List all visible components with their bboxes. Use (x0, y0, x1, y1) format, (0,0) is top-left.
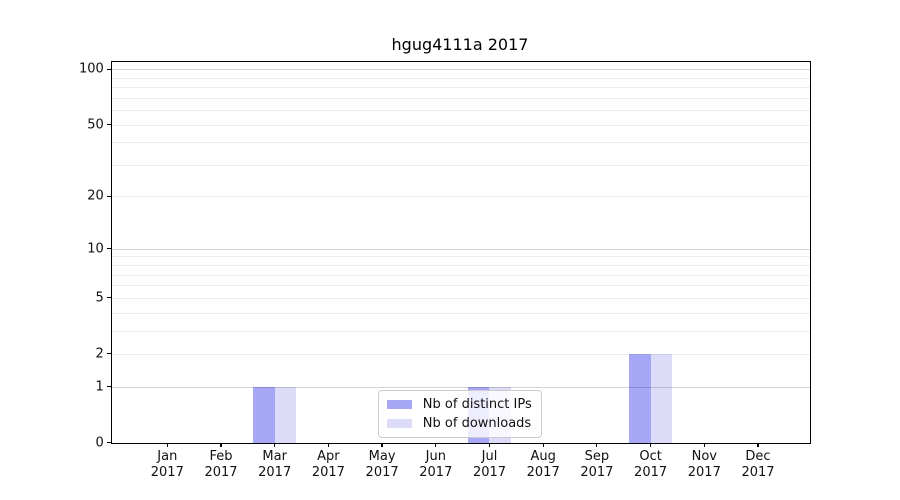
gridline-y-90 (111, 77, 810, 79)
y-axis-tick-label-20: 20 (87, 188, 104, 204)
gridline-y-70 (111, 97, 810, 99)
y-axis-tickmark-1 (106, 386, 111, 388)
x-axis-tickmark-may (381, 442, 383, 448)
plot-area: 0 1 2 5 10 20 50 100 Jan 2017 Feb 2017 Mar 2017 Apr 201… (79, 60, 811, 480)
x-axis-tickmark-apr (327, 442, 329, 448)
y-axis-tickmark-5 (106, 297, 111, 299)
gridline-y-2 (111, 353, 810, 355)
x-axis-tick-label-jun: Jun 2017 (404, 449, 468, 482)
y-axis-tickmark-50 (106, 124, 111, 126)
legend-label-distinct-ips: Nb of distinct IPs (422, 397, 532, 413)
y-axis-tick-label-2: 2 (95, 346, 104, 362)
y-axis-tickmark-0 (106, 442, 111, 444)
year-label: 2017 (258, 465, 292, 481)
month-label: Oct (639, 448, 662, 464)
y-axis-tickmark-20 (106, 195, 111, 198)
year-label: 2017 (634, 465, 668, 481)
gridline-y-80 (111, 87, 810, 89)
gridline-y-3 (111, 330, 810, 332)
gridline-y-50 (111, 124, 810, 126)
x-axis-tickmark-mar (274, 442, 276, 448)
gridline-y-60 (111, 110, 810, 112)
month-label: Aug (530, 448, 556, 464)
x-axis-tickmark-feb (220, 442, 222, 448)
x-axis-tickmark-jul (488, 442, 491, 448)
month-label: Jun (425, 448, 446, 464)
x-axis-tickmark-aug (542, 442, 544, 448)
y-axis-tick-label-100: 100 (78, 61, 104, 77)
legend-swatch-distinct-ips (386, 400, 412, 410)
month-label: Jan (157, 448, 178, 464)
month-label: Jul (481, 448, 498, 464)
gridline-y-6 (111, 285, 810, 287)
x-axis-tickmark-sep (596, 442, 598, 448)
year-label: 2017 (365, 465, 399, 481)
gridline-y-7 (111, 274, 810, 276)
x-axis-tickmark-oct (649, 442, 652, 448)
x-axis-tickmark-nov (703, 442, 705, 448)
bar-downloads-mar (274, 386, 297, 443)
gridline-y-1 (111, 386, 810, 388)
year-label: 2017 (311, 465, 345, 481)
y-axis-tickmark-100 (106, 68, 111, 70)
legend-entry-downloads: Nb of downloads (386, 414, 533, 432)
gridline-y-9 (111, 256, 810, 258)
bar-distinct-ips-oct (629, 353, 651, 443)
gridline-y-100 (111, 69, 810, 71)
legend-label-downloads: Nb of downloads (422, 415, 532, 431)
y-axis-tickmark-10 (106, 248, 111, 250)
gridline-y-30 (111, 164, 810, 166)
y-axis-tick-label-50: 50 (87, 117, 104, 133)
bar-distinct-ips-mar (253, 386, 275, 443)
month-label: Dec (745, 448, 771, 464)
x-axis-tick-label-oct: Oct 2017 (619, 449, 683, 482)
bar-downloads-oct (650, 353, 673, 443)
month-label: Mar (262, 448, 287, 464)
gridline-y-4 (111, 312, 810, 314)
y-axis-tick-label-1: 1 (95, 379, 104, 395)
year-label: 2017 (580, 465, 614, 481)
month-label: Sep (584, 448, 610, 464)
x-axis-tick-label-jan: Jan 2017 (135, 449, 199, 482)
y-axis-tick-label-5: 5 (95, 290, 104, 306)
x-axis-tick-label-apr: Apr 2017 (296, 449, 360, 482)
month-label: May (368, 448, 396, 464)
x-axis-tick-label-feb: Feb 2017 (189, 449, 253, 482)
x-axis-tick-label-aug: Aug 2017 (511, 449, 575, 482)
year-label: 2017 (687, 465, 721, 481)
month-label: Nov (691, 448, 717, 464)
x-axis-tick-label-may: May 2017 (350, 449, 414, 482)
year-label: 2017 (741, 465, 775, 481)
year-label: 2017 (204, 465, 238, 481)
y-axis-tick-label-10: 10 (87, 241, 104, 257)
month-label: Feb (209, 448, 233, 464)
gridline-y-10 (111, 248, 810, 250)
x-axis-tick-label-jul: Jul 2017 (457, 449, 521, 482)
x-axis-tickmark-jun (435, 442, 437, 448)
gridline-y-8 (111, 264, 810, 266)
legend-swatch-downloads (386, 418, 412, 428)
x-axis-tick-label-mar: Mar 2017 (243, 449, 307, 482)
x-axis-tick-label-dec: Dec 2017 (726, 449, 790, 482)
year-label: 2017 (150, 465, 184, 481)
gridline-y-40 (111, 142, 810, 144)
year-label: 2017 (419, 465, 453, 481)
legend-entry-distinct-ips: Nb of distinct IPs (386, 396, 533, 414)
month-label: Apr (317, 448, 340, 464)
x-axis-tickmark-jan (166, 442, 168, 448)
x-axis-tickmark-dec (757, 442, 759, 448)
gridline-y-5 (111, 297, 810, 299)
gridline-y-20 (111, 196, 810, 198)
year-label: 2017 (526, 465, 560, 481)
year-label: 2017 (472, 465, 507, 481)
y-axis-tick-label-0: 0 (95, 435, 104, 451)
x-axis-tick-label-sep: Sep 2017 (565, 449, 629, 482)
y-axis-tickmark-2 (106, 353, 111, 355)
chart-title: hgug4111a 2017 (391, 35, 529, 54)
x-axis-tick-label-nov: Nov 2017 (672, 449, 736, 482)
legend: Nb of distinct IPs Nb of downloads (377, 389, 542, 439)
